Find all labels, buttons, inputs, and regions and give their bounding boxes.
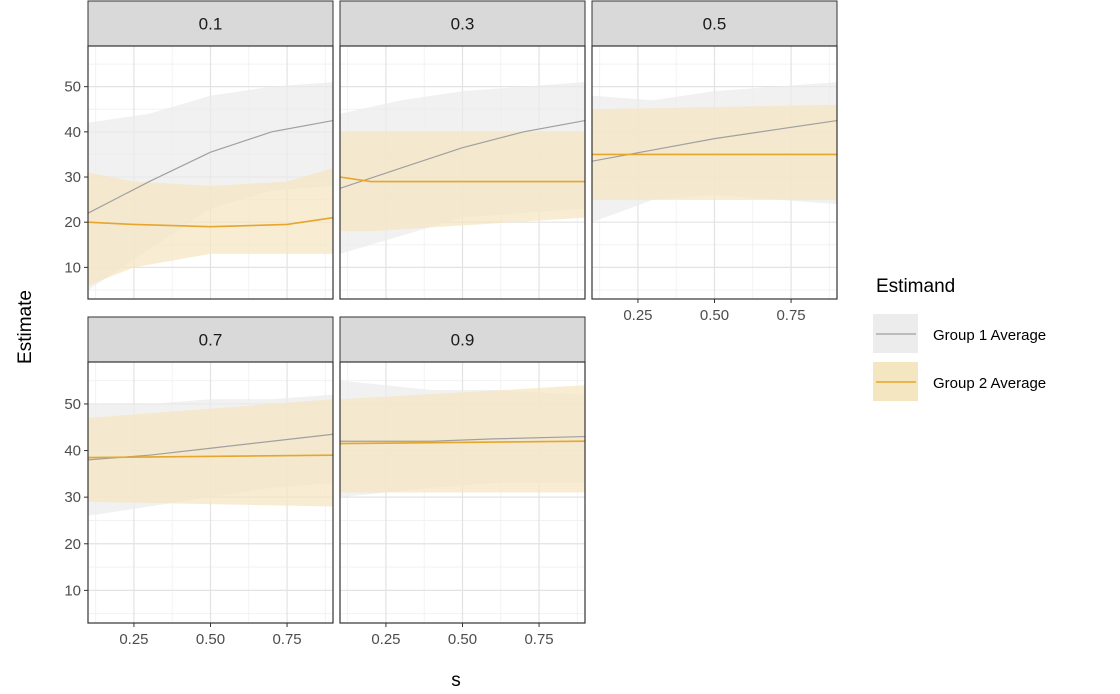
series-line-group-1-average (339, 119, 586, 189)
panel-border (339, 45, 586, 300)
panel-border (87, 45, 334, 300)
facet-strip-label: 0.7 (199, 331, 223, 350)
y-tick-label: 20 (64, 536, 81, 553)
legend: Estimand Group 1 Average Group 2 Average (873, 276, 1046, 401)
facet-strip-label: 0.3 (451, 15, 475, 34)
x-tick-label: 0.25 (623, 307, 652, 324)
x-tick-label: 0.25 (371, 631, 400, 648)
legend-label-group2: Group 2 Average (933, 375, 1046, 392)
y-tick-label: 50 (64, 396, 81, 413)
facet-panel-3: 0.5 0.25 0.50 0.75 (591, 0, 838, 324)
facet-strip-label: 0.1 (199, 15, 223, 34)
confidence-band-group-2-average (340, 385, 585, 493)
facet-strip-label: 0.9 (451, 331, 475, 350)
series-line-group-2-average (87, 216, 334, 228)
x-tick-label: 0.75 (776, 307, 805, 324)
y-tick-label: 30 (64, 489, 81, 506)
y-tick-label: 50 (64, 79, 81, 96)
facet-strip (87, 316, 334, 363)
facet-strip (339, 0, 586, 47)
series-line-group-2-average (339, 176, 585, 183)
x-tick-label: 0.50 (196, 631, 225, 648)
x-axis-title: s (451, 670, 461, 691)
panels: 0.1 10 20 30 40 50 0.3 0.5 0.25 0.50 0.75 0.7 10 20 30… (64, 0, 838, 648)
x-tick-label: 0.75 (272, 631, 301, 648)
y-tick-label: 20 (64, 214, 81, 231)
y-tick-label: 40 (64, 124, 81, 141)
series-line-group-2-average (87, 454, 334, 459)
facet-panel-4: 0.7 10 20 30 40 50 0.25 0.50 0.75 (64, 316, 334, 648)
y-tick-label: 10 (64, 259, 81, 276)
x-tick-label: 0.50 (700, 307, 729, 324)
y-tick-label: 10 (64, 582, 81, 599)
x-tick-label: 0.75 (524, 631, 553, 648)
series-line-group-1-average (340, 435, 586, 442)
series-line-group-1-average (87, 119, 334, 214)
y-tick-label: 40 (64, 443, 81, 460)
series-line-group-2-average (339, 440, 586, 445)
x-tick-label: 0.25 (119, 631, 148, 648)
legend-title: Estimand (876, 276, 955, 297)
facet-panel-2: 0.3 (339, 0, 586, 300)
y-axis-title: Estimate (15, 290, 36, 364)
facet-panel-5: 0.9 0.25 0.50 0.75 (339, 316, 586, 648)
facet-strip (87, 0, 334, 47)
facet-strip (339, 316, 586, 363)
facet-panel-1: 0.1 10 20 30 40 50 (64, 0, 334, 300)
x-tick-label: 0.50 (448, 631, 477, 648)
confidence-band-group-2-average (592, 104, 837, 200)
facet-strip-label: 0.5 (703, 15, 727, 34)
legend-label-group1: Group 1 Average (933, 327, 1046, 344)
y-tick-label: 30 (64, 169, 81, 186)
confidence-band-group-2-average (88, 399, 333, 507)
